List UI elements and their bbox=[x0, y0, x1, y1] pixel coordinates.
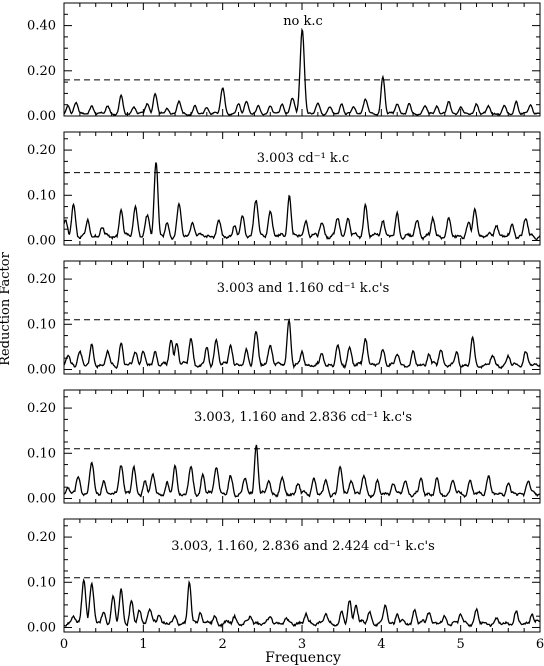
panel-3: 0.00 0.10 0.20 3.003 and 1.160 cd⁻¹ k.c's bbox=[27, 260, 541, 377]
y-tick-label: 0.00 bbox=[27, 362, 56, 377]
y-tick-label: 0.20 bbox=[27, 530, 56, 545]
y-tick-label: 0.10 bbox=[27, 317, 56, 332]
spectrum-line bbox=[63, 162, 541, 241]
y-tick-label: 0.10 bbox=[27, 446, 56, 461]
y-axis-label: Reduction Factor bbox=[0, 251, 13, 365]
panel-frame bbox=[63, 518, 541, 633]
x-tick-label: 2 bbox=[219, 637, 227, 652]
y-tick-label: 0.10 bbox=[27, 188, 56, 203]
panels-group: 0.00 0.20 0.40 no k.c 0.00 0.10 0.20 3.003 cd⁻¹… bbox=[27, 2, 544, 652]
spectrum-line bbox=[63, 27, 540, 117]
x-tick-label: 0 bbox=[60, 637, 68, 652]
x-axis-label: Frequency bbox=[265, 650, 341, 666]
panel-annotation: 3.003, 1.160 and 2.836 cd⁻¹ k.c's bbox=[194, 410, 412, 425]
x-tick-label: 5 bbox=[457, 637, 465, 652]
y-tick-label: 0.20 bbox=[27, 143, 56, 158]
x-tick-label: 4 bbox=[377, 637, 385, 652]
y-tick-label: 0.20 bbox=[27, 64, 56, 79]
spectrum-line bbox=[63, 444, 541, 499]
y-tick-label: 0.00 bbox=[27, 491, 56, 506]
panel-4: 0.00 0.10 0.20 3.003, 1.160 and 2.836 cd⁻¹ … bbox=[27, 389, 541, 506]
y-tick-label: 0.00 bbox=[27, 109, 56, 124]
x-tick-label: 1 bbox=[139, 637, 147, 652]
panel-annotation: 3.003 cd⁻¹ k.c bbox=[257, 151, 349, 166]
panel-frame bbox=[63, 131, 541, 246]
x-tick-label: 3 bbox=[298, 637, 306, 652]
y-tick-label: 0.10 bbox=[27, 575, 56, 590]
panel-annotation: no k.c bbox=[283, 14, 323, 29]
x-tick-label: 6 bbox=[536, 637, 544, 652]
y-tick-label: 0.20 bbox=[27, 272, 56, 287]
y-tick-label: 0.40 bbox=[27, 19, 56, 34]
y-tick-label: 0.00 bbox=[27, 233, 56, 248]
panel-2: 0.00 0.10 0.20 3.003 cd⁻¹ k.c bbox=[27, 131, 541, 248]
panel-annotation: 3.003 and 1.160 cd⁻¹ k.c's bbox=[217, 281, 390, 296]
spectrum-line bbox=[63, 577, 541, 628]
y-tick-label: 0.20 bbox=[27, 401, 56, 416]
panel-annotation: 3.003, 1.160, 2.836 and 2.424 cd⁻¹ k.c's bbox=[171, 539, 435, 554]
panel-frame bbox=[63, 260, 541, 375]
spectrum-line bbox=[63, 317, 541, 370]
panel-5: 0.00 0.10 0.20 3.003, 1.160, 2.836 and 2.42… bbox=[27, 518, 541, 635]
panel-1: 0.00 0.20 0.40 no k.c bbox=[27, 2, 541, 124]
y-tick-label: 0.00 bbox=[27, 620, 56, 635]
